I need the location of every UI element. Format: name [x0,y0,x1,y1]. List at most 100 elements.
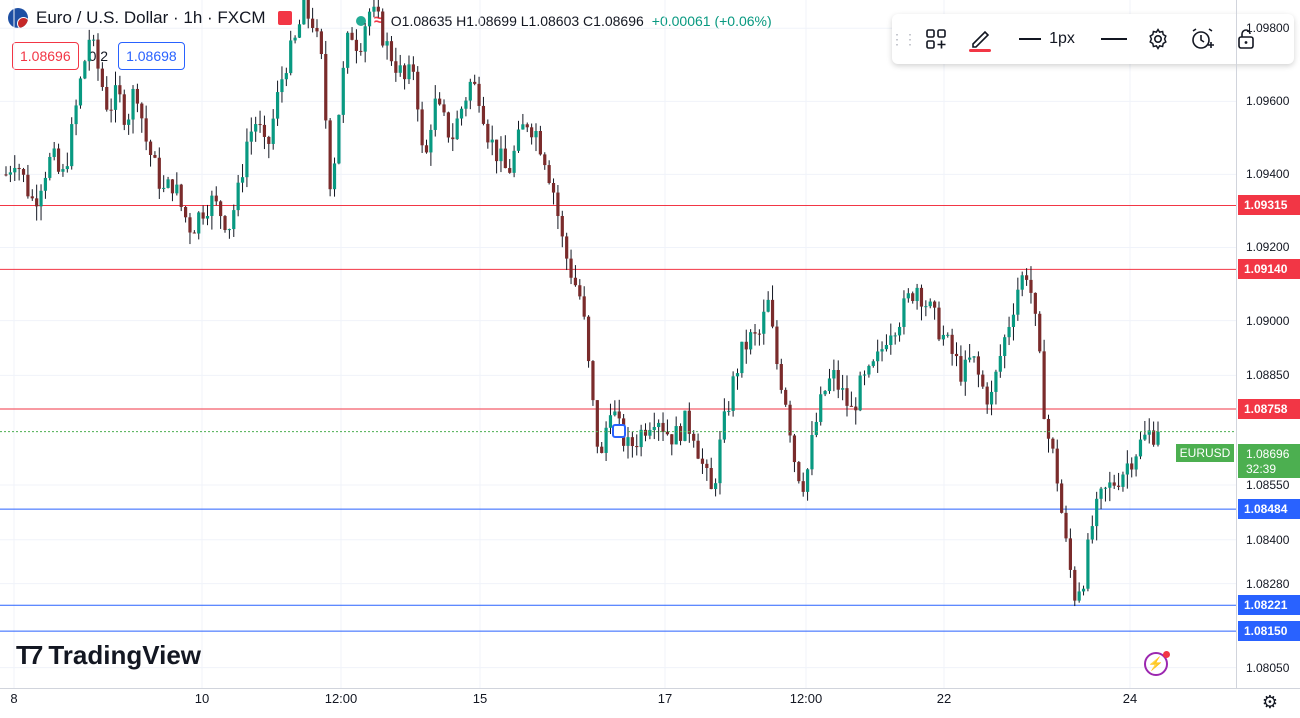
support-level-price-label[interactable]: 1.08484 [1238,499,1300,520]
resistance-level-price-label[interactable]: 1.08758 [1238,398,1300,419]
resistance-level-price-label[interactable]: 1.09315 [1238,195,1300,216]
candle-body [911,293,915,302]
candle-body [595,400,599,447]
candle-body [262,124,267,137]
candle-body [683,410,687,441]
alert-clock-icon[interactable] [1180,14,1224,64]
candle-body [1112,482,1116,486]
candle-body [473,81,477,84]
candle-body [455,118,459,140]
candle-body [280,79,284,93]
price-plot[interactable] [0,0,1236,688]
quick-action-bolt-icon[interactable]: ⚡ [1144,651,1170,676]
candle-body [118,85,122,95]
current-price-label: 1.08696 32:39 [1238,444,1300,478]
candle-body [757,333,761,335]
candle-body [565,236,569,259]
resistance-level-price-label[interactable]: 1.09140 [1238,259,1300,280]
candle-body [297,24,302,38]
price-tick-label: 1.08050 [1246,660,1290,675]
candle-body [1116,485,1121,487]
candle-body [981,374,985,387]
price-tick-label: 1.09000 [1246,313,1290,328]
candle-body [919,287,924,307]
candle-body [810,435,814,470]
candle-body [512,150,516,173]
candle-body [363,26,367,52]
candle-body [841,388,845,390]
candle-body [722,411,726,440]
time-axis[interactable] [0,688,1300,718]
candle-body [302,0,306,25]
candle-body [573,277,578,286]
market-closed-badge[interactable] [277,11,292,25]
candle-body [385,41,389,46]
line-color-pencil-icon[interactable] [958,14,1002,64]
candle-body [586,316,591,362]
candle-body [39,190,43,207]
sell-price-button[interactable]: 1.08696 [12,42,79,70]
candle-body [538,131,542,155]
last-price-value: 1.08696 [1246,447,1290,461]
candle-body [306,0,310,19]
buy-price-button[interactable]: 1.08698 [118,42,185,70]
candle-body [135,88,140,104]
candle-body [227,229,231,231]
candle-body [880,349,884,352]
candle-body [341,67,345,115]
candle-body [43,177,48,191]
candle-body [1060,483,1064,513]
candle-body [933,301,937,308]
support-level-price-label[interactable]: 1.08150 [1238,621,1300,642]
candle-body [801,481,805,492]
candle-body [928,301,932,307]
candle-body [508,168,512,173]
price-axis[interactable] [1236,0,1300,688]
templates-icon[interactable] [914,14,958,64]
candle-body [376,6,380,12]
tradingview-logo[interactable]: T7 TradingView [16,640,201,671]
candle-body [858,375,862,411]
axis-settings-gear-icon[interactable]: ⚙ [1261,691,1279,712]
support-level-price-label[interactable]: 1.08221 [1238,595,1300,616]
price-tick-label: 1.09800 [1246,21,1290,36]
candle-body [407,64,411,80]
candle-body [26,174,30,197]
line-width-selector[interactable]: 1px [1002,14,1092,64]
horizontal-levels [0,204,1236,632]
candle-body [433,98,437,130]
candle-body [162,187,166,189]
candle-body [827,378,832,392]
lock-icon[interactable] [1224,14,1268,64]
candle-body [284,73,288,80]
symbol-title[interactable]: Euro / U.S. Dollar · 1h · FXCM [36,8,266,27]
drag-handle-icon[interactable]: ⋮⋮ [890,30,917,47]
candle-body [950,334,954,354]
candle-body [122,94,126,125]
change-value: +0.00061 (+0.06%) [651,13,772,29]
candle-body [477,83,481,106]
price-tick-label: 1.09600 [1246,94,1290,109]
candle-body [775,326,779,365]
candle-body [236,182,240,211]
candle-body [617,411,621,419]
candle-body [148,141,153,156]
candle-body [205,215,210,219]
candle-body [424,145,429,153]
candle-body [127,119,131,125]
candle-body [446,112,451,138]
candle-body [346,32,350,68]
line-style-icon[interactable] [1092,14,1136,64]
settings-gear-icon[interactable] [1136,14,1180,64]
candle-body [175,184,179,194]
candle-body [197,212,201,234]
candle-body [713,483,718,490]
candle-body [315,27,319,32]
candle-body [105,86,109,110]
chart-header: Euro / U.S. Dollar · 1h · FXCM ≈ O1.0863… [0,0,1236,70]
candle-body [779,364,783,390]
candle-body [626,437,630,446]
candle-body [1143,434,1147,440]
candle-body [503,148,507,169]
